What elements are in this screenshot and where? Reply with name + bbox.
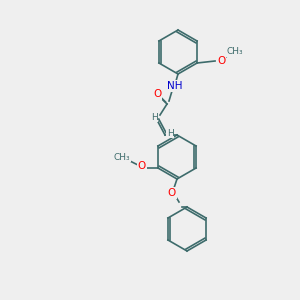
Text: CH₃: CH₃ (114, 152, 130, 161)
Text: CH₃: CH₃ (227, 47, 243, 56)
Text: O: O (138, 161, 146, 171)
Text: H: H (167, 128, 173, 137)
Text: O: O (153, 89, 161, 99)
Text: O: O (168, 188, 176, 198)
Text: H: H (151, 112, 158, 122)
Text: NH: NH (167, 81, 183, 91)
Text: O: O (217, 56, 225, 66)
